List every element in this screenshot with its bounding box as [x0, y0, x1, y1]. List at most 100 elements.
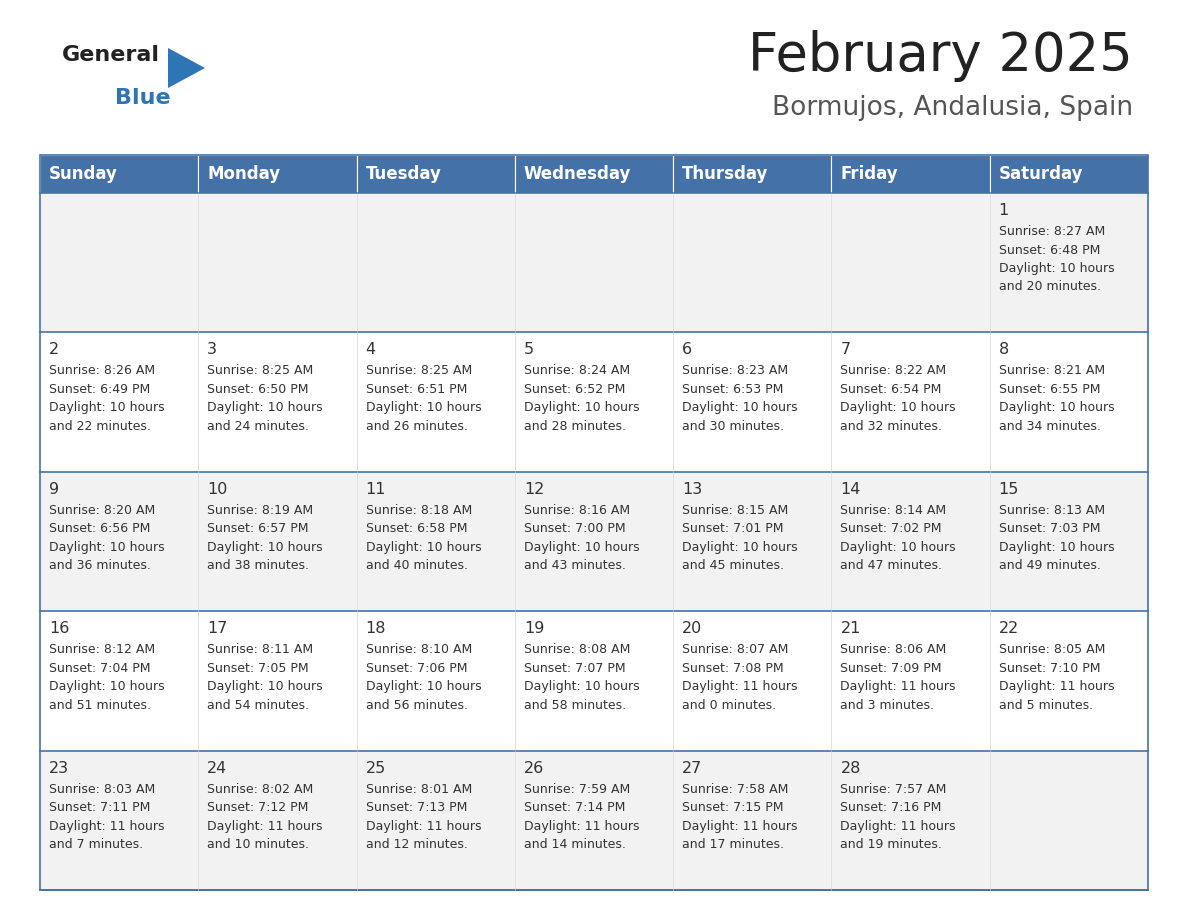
Bar [990, 332, 1148, 472]
Bar [40, 472, 198, 611]
Text: Sunset: 6:53 PM: Sunset: 6:53 PM [682, 383, 784, 396]
Text: 24: 24 [207, 761, 228, 776]
Text: 11: 11 [366, 482, 386, 497]
Bar [832, 193, 990, 332]
Text: 9: 9 [49, 482, 59, 497]
Text: Sunset: 7:02 PM: Sunset: 7:02 PM [840, 522, 942, 535]
Text: Daylight: 10 hours: Daylight: 10 hours [49, 401, 165, 414]
Text: 13: 13 [682, 482, 702, 497]
Bar [674, 332, 832, 472]
Text: and 10 minutes.: and 10 minutes. [207, 838, 309, 851]
Text: Daylight: 11 hours: Daylight: 11 hours [840, 820, 956, 833]
Text: Daylight: 10 hours: Daylight: 10 hours [207, 541, 323, 554]
Text: and 51 minutes.: and 51 minutes. [49, 699, 151, 711]
Bar [674, 193, 832, 332]
Text: Sunset: 7:03 PM: Sunset: 7:03 PM [999, 522, 1100, 535]
Bar [198, 332, 356, 472]
Text: and 17 minutes.: and 17 minutes. [682, 838, 784, 851]
Text: Monday: Monday [207, 165, 280, 183]
Text: and 28 minutes.: and 28 minutes. [524, 420, 626, 433]
Text: Daylight: 11 hours: Daylight: 11 hours [207, 820, 323, 833]
Text: Sunrise: 8:25 AM: Sunrise: 8:25 AM [207, 364, 314, 377]
Bar [40, 611, 198, 751]
Text: Sunrise: 8:25 AM: Sunrise: 8:25 AM [366, 364, 472, 377]
Text: Sunrise: 8:19 AM: Sunrise: 8:19 AM [207, 504, 314, 517]
Text: Sunset: 6:50 PM: Sunset: 6:50 PM [207, 383, 309, 396]
Text: Sunset: 6:55 PM: Sunset: 6:55 PM [999, 383, 1100, 396]
Bar [514, 751, 674, 890]
Bar [514, 611, 674, 751]
Text: and 49 minutes.: and 49 minutes. [999, 559, 1100, 572]
Text: 12: 12 [524, 482, 544, 497]
Text: 28: 28 [840, 761, 861, 776]
Text: Daylight: 11 hours: Daylight: 11 hours [366, 820, 481, 833]
Text: 21: 21 [840, 621, 861, 636]
Bar [40, 155, 1148, 890]
Text: and 26 minutes.: and 26 minutes. [366, 420, 467, 433]
Bar [356, 472, 514, 611]
Bar [990, 155, 1148, 193]
Text: 19: 19 [524, 621, 544, 636]
Text: Sunset: 7:08 PM: Sunset: 7:08 PM [682, 662, 784, 675]
Text: Daylight: 10 hours: Daylight: 10 hours [524, 680, 639, 693]
Text: and 12 minutes.: and 12 minutes. [366, 838, 467, 851]
Text: and 56 minutes.: and 56 minutes. [366, 699, 468, 711]
Text: and 22 minutes.: and 22 minutes. [49, 420, 151, 433]
Text: and 24 minutes.: and 24 minutes. [207, 420, 309, 433]
Text: and 20 minutes.: and 20 minutes. [999, 281, 1101, 294]
Text: and 7 minutes.: and 7 minutes. [49, 838, 143, 851]
Bar [356, 193, 514, 332]
Text: and 19 minutes.: and 19 minutes. [840, 838, 942, 851]
Text: Sunrise: 7:57 AM: Sunrise: 7:57 AM [840, 783, 947, 796]
Text: and 3 minutes.: and 3 minutes. [840, 699, 935, 711]
Bar [832, 472, 990, 611]
Bar [514, 193, 674, 332]
Polygon shape [168, 48, 206, 88]
Text: 4: 4 [366, 342, 375, 357]
Text: Sunrise: 8:26 AM: Sunrise: 8:26 AM [49, 364, 156, 377]
Text: Daylight: 10 hours: Daylight: 10 hours [49, 541, 165, 554]
Text: and 54 minutes.: and 54 minutes. [207, 699, 309, 711]
Text: Sunset: 7:07 PM: Sunset: 7:07 PM [524, 662, 626, 675]
Bar [198, 193, 356, 332]
Text: Sunrise: 8:27 AM: Sunrise: 8:27 AM [999, 225, 1105, 238]
Text: Sunrise: 8:03 AM: Sunrise: 8:03 AM [49, 783, 156, 796]
Text: Sunset: 7:09 PM: Sunset: 7:09 PM [840, 662, 942, 675]
Text: Sunrise: 8:14 AM: Sunrise: 8:14 AM [840, 504, 947, 517]
Bar [198, 472, 356, 611]
Text: Daylight: 10 hours: Daylight: 10 hours [366, 541, 481, 554]
Text: Bormujos, Andalusia, Spain: Bormujos, Andalusia, Spain [772, 95, 1133, 121]
Text: Sunset: 6:52 PM: Sunset: 6:52 PM [524, 383, 625, 396]
Text: and 43 minutes.: and 43 minutes. [524, 559, 626, 572]
Bar [990, 611, 1148, 751]
Bar [356, 332, 514, 472]
Text: Sunset: 6:58 PM: Sunset: 6:58 PM [366, 522, 467, 535]
Text: Daylight: 10 hours: Daylight: 10 hours [366, 401, 481, 414]
Text: Sunrise: 8:01 AM: Sunrise: 8:01 AM [366, 783, 472, 796]
Bar [674, 611, 832, 751]
Text: Sunday: Sunday [49, 165, 118, 183]
Bar [198, 155, 356, 193]
Bar [40, 332, 198, 472]
Text: 25: 25 [366, 761, 386, 776]
Text: and 30 minutes.: and 30 minutes. [682, 420, 784, 433]
Text: 10: 10 [207, 482, 228, 497]
Text: Daylight: 10 hours: Daylight: 10 hours [49, 680, 165, 693]
Text: Sunrise: 8:06 AM: Sunrise: 8:06 AM [840, 644, 947, 656]
Text: Sunrise: 7:58 AM: Sunrise: 7:58 AM [682, 783, 789, 796]
Text: Sunrise: 8:21 AM: Sunrise: 8:21 AM [999, 364, 1105, 377]
Bar [990, 193, 1148, 332]
Text: Daylight: 11 hours: Daylight: 11 hours [682, 820, 797, 833]
Text: Sunset: 7:04 PM: Sunset: 7:04 PM [49, 662, 151, 675]
Text: Sunset: 6:51 PM: Sunset: 6:51 PM [366, 383, 467, 396]
Bar [514, 472, 674, 611]
Text: Sunrise: 7:59 AM: Sunrise: 7:59 AM [524, 783, 630, 796]
Text: 17: 17 [207, 621, 228, 636]
Bar [514, 155, 674, 193]
Text: 8: 8 [999, 342, 1009, 357]
Text: Thursday: Thursday [682, 165, 769, 183]
Text: Sunrise: 8:24 AM: Sunrise: 8:24 AM [524, 364, 630, 377]
Bar [832, 155, 990, 193]
Text: Saturday: Saturday [999, 165, 1083, 183]
Text: Daylight: 10 hours: Daylight: 10 hours [840, 401, 956, 414]
